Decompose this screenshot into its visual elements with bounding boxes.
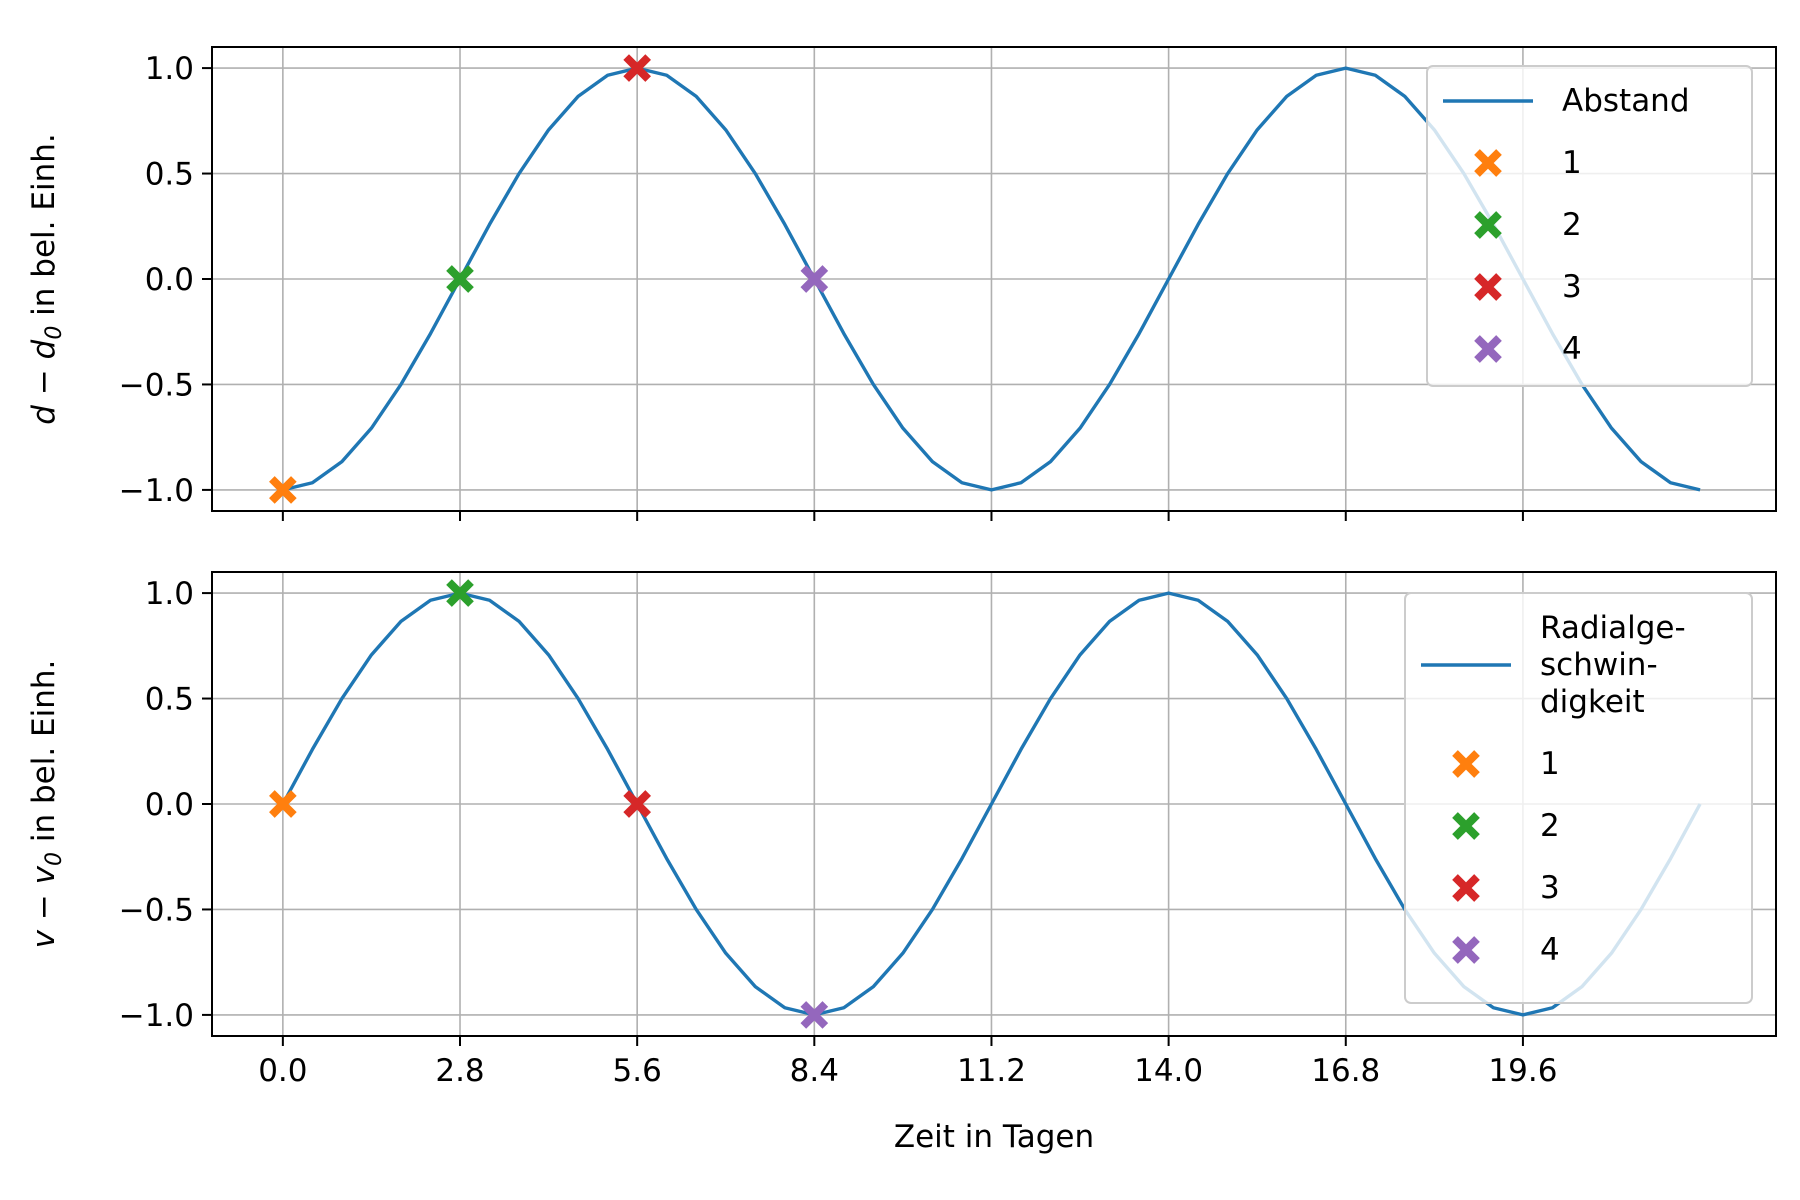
y-axis-label: d − d0 in bel. Einh. bbox=[26, 133, 67, 424]
y-tick-label: 1.0 bbox=[145, 576, 194, 612]
data-point-1 bbox=[269, 476, 297, 504]
data-point-2 bbox=[446, 579, 474, 607]
data-point-4 bbox=[800, 265, 829, 293]
x-tick-label: 2.8 bbox=[435, 1053, 484, 1089]
data-point-3 bbox=[623, 54, 651, 82]
x-tick-label: 16.8 bbox=[1311, 1053, 1380, 1089]
legend: Radialge-schwin-digkeit 1 2 3 4 bbox=[1404, 592, 1753, 1004]
y-tick-label: −0.5 bbox=[119, 892, 194, 928]
legend-marker-label: 3 bbox=[1540, 870, 1560, 906]
x-tick-label: 19.6 bbox=[1488, 1053, 1557, 1089]
distance-subplot: 1.0 0.5 0.0 −0.5 −1.0 d − d0 in bel. Einh. Abs… bbox=[26, 46, 1777, 521]
y-tick-label: 1.0 bbox=[145, 51, 194, 87]
legend-box bbox=[1404, 592, 1753, 1004]
x-tick-label: 5.6 bbox=[613, 1053, 662, 1089]
legend-marker-4 bbox=[1474, 335, 1502, 363]
legend-marker-label: 1 bbox=[1562, 145, 1582, 181]
x-tick-label: 8.4 bbox=[790, 1053, 839, 1089]
x-tick-label: 0.0 bbox=[258, 1053, 307, 1089]
y-tick-label: −1.0 bbox=[119, 473, 194, 509]
legend-marker-3 bbox=[1452, 874, 1480, 902]
legend-marker-1 bbox=[1452, 750, 1480, 778]
x-tick-label: 11.2 bbox=[957, 1053, 1026, 1089]
y-tick-label: 0.5 bbox=[145, 157, 194, 193]
legend-marker-label: 3 bbox=[1562, 269, 1582, 305]
legend-box bbox=[1426, 65, 1753, 387]
velocity-subplot: 0.0 2.8 5.6 8.4 11.2 14.0 16.8 19.6 1.0 0.5 0.0 −0.… bbox=[26, 571, 1777, 1155]
legend-marker-3 bbox=[1474, 273, 1502, 301]
legend-marker-1 bbox=[1474, 149, 1502, 177]
data-point-4 bbox=[800, 1001, 829, 1029]
y-tick-label: 0.5 bbox=[145, 682, 194, 718]
legend-marker-label: 2 bbox=[1540, 808, 1560, 844]
y-tick-label: −0.5 bbox=[119, 367, 194, 403]
legend-marker-4 bbox=[1452, 936, 1480, 964]
legend-marker-label: 4 bbox=[1562, 331, 1582, 367]
legend-line-label: digkeit bbox=[1540, 684, 1645, 720]
legend-marker-label: 2 bbox=[1562, 207, 1582, 243]
data-point-1 bbox=[269, 790, 297, 818]
legend-marker-2 bbox=[1452, 812, 1480, 840]
y-tick-label: 0.0 bbox=[145, 787, 194, 823]
y-tick-label: −1.0 bbox=[119, 998, 194, 1034]
legend-marker-label: 4 bbox=[1540, 932, 1560, 968]
data-point-3 bbox=[623, 790, 651, 818]
legend-line-label: schwin- bbox=[1540, 647, 1658, 683]
x-axis-label: Zeit in Tagen bbox=[894, 1119, 1094, 1155]
legend: Abstand 1 2 3 4 bbox=[1426, 65, 1753, 387]
legend-line-label: Radialge- bbox=[1540, 610, 1686, 646]
legend-line-label: Abstand bbox=[1562, 83, 1690, 119]
legend-marker-label: 1 bbox=[1540, 746, 1560, 782]
y-tick-label: 0.0 bbox=[145, 262, 194, 298]
legend-marker-2 bbox=[1474, 211, 1502, 239]
x-tick-label: 14.0 bbox=[1134, 1053, 1203, 1089]
y-axis-label: v − v0 in bel. Einh. bbox=[26, 660, 67, 949]
data-point-2 bbox=[446, 265, 474, 293]
